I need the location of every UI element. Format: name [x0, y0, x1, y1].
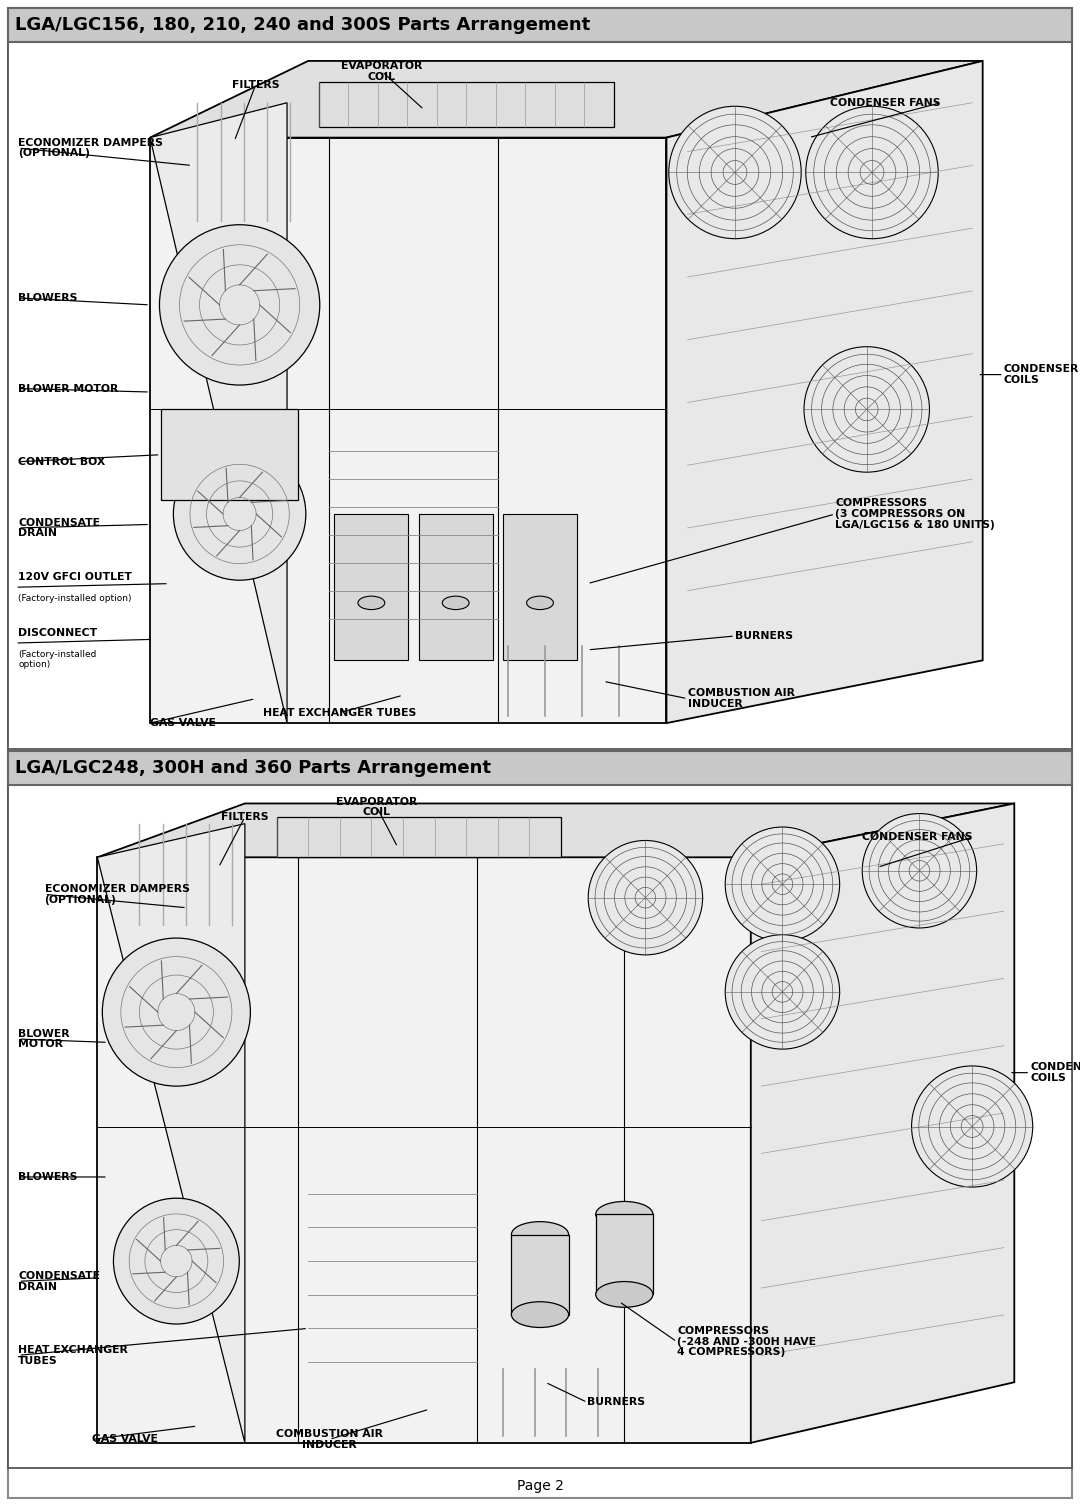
Text: BLOWERS: BLOWERS: [18, 294, 78, 303]
Text: BLOWERS: BLOWERS: [18, 1172, 78, 1182]
Polygon shape: [150, 102, 287, 723]
Text: (3 COMPRESSORS ON: (3 COMPRESSORS ON: [835, 509, 966, 520]
Ellipse shape: [357, 596, 384, 610]
Text: (OPTIONAL): (OPTIONAL): [18, 148, 90, 158]
Text: COILS: COILS: [1003, 375, 1040, 386]
Polygon shape: [335, 514, 408, 660]
Polygon shape: [150, 60, 983, 137]
Polygon shape: [419, 514, 492, 660]
Text: CONDENSER FANS: CONDENSER FANS: [831, 98, 941, 108]
Text: COMPRESSORS: COMPRESSORS: [835, 498, 927, 509]
Polygon shape: [150, 137, 666, 723]
Text: EVAPORATOR: EVAPORATOR: [341, 62, 422, 71]
Ellipse shape: [596, 1202, 653, 1227]
Circle shape: [103, 938, 251, 1086]
Text: COILS: COILS: [1030, 1072, 1066, 1083]
Circle shape: [725, 827, 839, 941]
Text: GAS VALVE: GAS VALVE: [150, 718, 216, 727]
Text: CONDENSER: CONDENSER: [1003, 364, 1079, 375]
Text: DRAIN: DRAIN: [18, 1282, 57, 1292]
Text: CONDENSATE: CONDENSATE: [18, 1271, 100, 1282]
Bar: [8, 42, 1072, 748]
Circle shape: [160, 224, 320, 386]
Circle shape: [862, 813, 976, 928]
Ellipse shape: [512, 1301, 568, 1327]
Bar: [512, 1235, 568, 1315]
Text: CONDENSER FANS: CONDENSER FANS: [862, 833, 972, 842]
Ellipse shape: [527, 596, 553, 610]
Text: MOTOR: MOTOR: [18, 1039, 64, 1050]
Text: BLOWER: BLOWER: [18, 1029, 70, 1039]
Text: (Factory-installed
option): (Factory-installed option): [18, 651, 96, 669]
Polygon shape: [319, 81, 613, 127]
Text: 4 COMPRESSORS): 4 COMPRESSORS): [677, 1348, 785, 1357]
Text: LGA/LGC156, 180, 210, 240 and 300S Parts Arrangement: LGA/LGC156, 180, 210, 240 and 300S Parts…: [15, 17, 591, 35]
Circle shape: [804, 346, 930, 473]
Polygon shape: [503, 514, 577, 660]
Text: TUBES: TUBES: [18, 1355, 58, 1366]
Polygon shape: [97, 824, 245, 1443]
Bar: [8, 751, 1072, 785]
Text: (-248 AND -300H HAVE: (-248 AND -300H HAVE: [677, 1337, 816, 1346]
Circle shape: [669, 107, 801, 238]
Text: CONTROL BOX: CONTROL BOX: [18, 456, 106, 467]
Text: (OPTIONAL): (OPTIONAL): [44, 895, 117, 905]
Circle shape: [589, 840, 703, 955]
Ellipse shape: [443, 547, 469, 560]
Ellipse shape: [512, 1221, 568, 1247]
Circle shape: [725, 935, 839, 1050]
Text: HEAT EXCHANGER: HEAT EXCHANGER: [18, 1345, 129, 1355]
Text: COMBUSTION AIR: COMBUSTION AIR: [688, 688, 795, 699]
Ellipse shape: [596, 1282, 653, 1307]
Polygon shape: [97, 857, 751, 1443]
Bar: [8, 8, 1072, 42]
Text: FILTERS: FILTERS: [221, 812, 269, 822]
Circle shape: [912, 1066, 1032, 1187]
Text: ECONOMIZER DAMPERS: ECONOMIZER DAMPERS: [18, 139, 163, 148]
Text: COIL: COIL: [368, 72, 396, 81]
Text: INDUCER: INDUCER: [301, 1440, 356, 1450]
Text: Page 2: Page 2: [516, 1479, 564, 1492]
Bar: [596, 1214, 653, 1295]
Text: COMBUSTION AIR: COMBUSTION AIR: [275, 1429, 382, 1440]
Text: LGA/LGC248, 300H and 360 Parts Arrangement: LGA/LGC248, 300H and 360 Parts Arrangeme…: [15, 759, 491, 777]
Text: COMPRESSORS: COMPRESSORS: [677, 1327, 769, 1336]
Polygon shape: [276, 816, 562, 857]
Circle shape: [113, 1199, 240, 1324]
Ellipse shape: [527, 547, 553, 560]
Text: HEAT EXCHANGER TUBES: HEAT EXCHANGER TUBES: [264, 708, 417, 718]
Text: (Factory-installed option): (Factory-installed option): [18, 595, 132, 604]
Polygon shape: [666, 60, 983, 723]
Text: LGA/LGC156 & 180 UNITS): LGA/LGC156 & 180 UNITS): [835, 520, 995, 530]
Text: EVAPORATOR: EVAPORATOR: [336, 797, 417, 807]
Ellipse shape: [443, 596, 469, 610]
Text: INDUCER: INDUCER: [688, 699, 742, 709]
Text: BURNERS: BURNERS: [588, 1398, 646, 1408]
Bar: [8, 785, 1072, 1468]
Circle shape: [174, 447, 306, 580]
Text: DRAIN: DRAIN: [18, 529, 57, 538]
Circle shape: [806, 107, 939, 238]
Text: CONDENSER: CONDENSER: [1030, 1062, 1080, 1072]
Text: GAS VALVE: GAS VALVE: [92, 1434, 158, 1444]
Text: FILTERS: FILTERS: [232, 80, 279, 90]
Ellipse shape: [357, 547, 384, 560]
Text: CONDENSATE: CONDENSATE: [18, 518, 100, 527]
Text: ECONOMIZER DAMPERS: ECONOMIZER DAMPERS: [44, 884, 189, 895]
Polygon shape: [751, 804, 1014, 1443]
Text: BURNERS: BURNERS: [735, 631, 793, 642]
Text: DISCONNECT: DISCONNECT: [18, 628, 97, 639]
Text: COIL: COIL: [363, 807, 391, 818]
Polygon shape: [97, 804, 1014, 857]
Polygon shape: [161, 410, 298, 500]
Text: BLOWER MOTOR: BLOWER MOTOR: [18, 384, 119, 393]
Text: 120V GFCI OUTLET: 120V GFCI OUTLET: [18, 572, 132, 583]
